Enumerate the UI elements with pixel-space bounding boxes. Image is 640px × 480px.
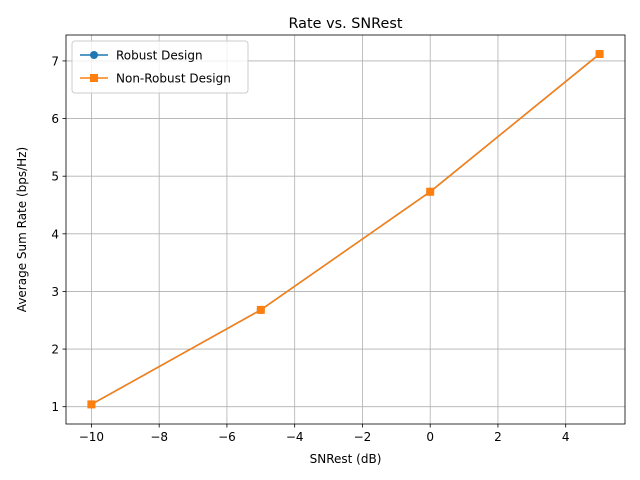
x-tick-label: 2 — [494, 430, 502, 444]
x-tick-label: 4 — [562, 430, 570, 444]
legend-label: Non-Robust Design — [116, 72, 231, 86]
series-layer — [87, 50, 604, 409]
chart-title: Rate vs. SNRest — [289, 16, 403, 32]
x-tick-label: −4 — [286, 430, 304, 444]
series-non-robust — [87, 50, 604, 409]
data-point — [595, 50, 604, 59]
legend-label: Robust Design — [116, 49, 203, 63]
data-point — [256, 305, 265, 314]
y-tick-label: 2 — [51, 343, 59, 357]
y-axis-title: Average Sum Rate (bps/Hz) — [15, 147, 29, 312]
y-tick-label: 4 — [51, 227, 59, 241]
legend: Robust Design Non-Robust Design — [71, 40, 249, 94]
legend-item: Robust Design — [80, 49, 203, 63]
series-line — [91, 53, 601, 406]
legend-marker — [90, 51, 98, 59]
x-tick-label: −6 — [218, 430, 236, 444]
legend-frame — [71, 40, 249, 94]
x-tick-label: −10 — [79, 430, 104, 444]
data-point — [426, 187, 435, 196]
data-point — [87, 400, 96, 409]
x-tick-label: −2 — [354, 430, 372, 444]
x-tick-label: 0 — [426, 430, 434, 444]
x-tick-label: −8 — [150, 430, 168, 444]
plot-frame — [65, 34, 626, 425]
series-line — [91, 53, 601, 406]
ticks: −10 −8 −6 −4 −2 0 2 4 1 2 3 4 5 6 7 — [51, 54, 569, 444]
legend-marker — [90, 74, 98, 82]
y-tick-label: 5 — [51, 170, 59, 184]
legend-item: Non-Robust Design — [80, 72, 231, 86]
y-tick-label: 6 — [51, 112, 59, 126]
series-robust — [87, 50, 604, 409]
x-axis-title: SNRest (dB) — [310, 452, 382, 466]
y-tick-label: 1 — [51, 400, 59, 414]
y-tick-label: 7 — [51, 54, 59, 68]
y-tick-label: 3 — [51, 285, 59, 299]
grid — [66, 35, 625, 424]
